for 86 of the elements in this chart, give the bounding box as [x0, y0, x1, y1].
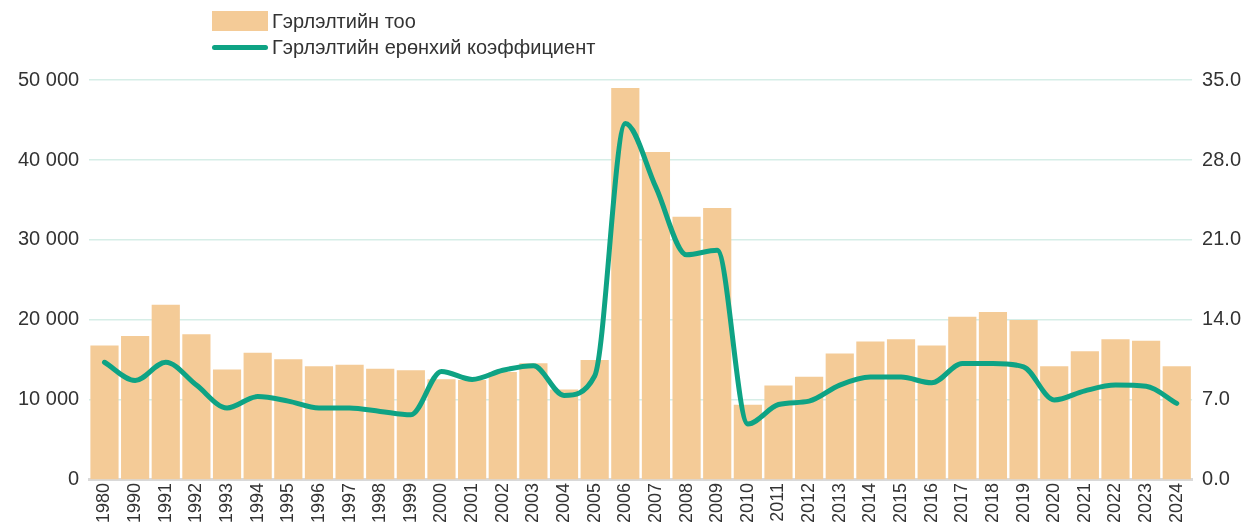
x-tick-label: 2011	[767, 482, 788, 522]
bar	[641, 151, 671, 480]
bar	[488, 371, 517, 480]
y-tick-label: 40 000	[18, 147, 80, 170]
x-tick-label: 2003	[522, 482, 543, 523]
x-tick-label: 2013	[828, 482, 849, 523]
bar	[1040, 366, 1069, 480]
bar	[366, 368, 395, 480]
bar	[121, 335, 150, 480]
x-tick-label: 1994	[246, 482, 267, 523]
x-tick-label: 1998	[369, 482, 390, 523]
bar	[90, 345, 119, 480]
x-tick-label: 1996	[307, 482, 328, 523]
bar	[764, 385, 793, 480]
bar	[580, 359, 609, 480]
y2-tick-label: 14.0	[1202, 307, 1242, 330]
bar	[672, 216, 701, 480]
x-tick-label: 2019	[1012, 482, 1033, 523]
x-tick-label: 2018	[981, 482, 1002, 523]
y-tick-label: 20 000	[18, 307, 80, 330]
bar	[1132, 340, 1161, 480]
x-tick-label: 2002	[491, 482, 512, 523]
y-tick-label: 30 000	[18, 227, 80, 250]
bar	[212, 369, 242, 480]
bar	[549, 389, 579, 480]
x-tick-label: 2017	[951, 482, 972, 523]
bar	[427, 379, 456, 480]
bar	[182, 334, 211, 480]
x-tick-label: 1990	[124, 482, 145, 523]
x-tick-label: 2014	[859, 482, 880, 523]
bar	[274, 359, 303, 480]
y-tick-label: 0	[68, 467, 80, 490]
x-tick-label: 2007	[644, 482, 665, 523]
bar	[1162, 366, 1191, 480]
bar	[856, 341, 885, 480]
x-tick-label: 2008	[675, 482, 696, 523]
x-tick-label: 1993	[216, 482, 236, 523]
bar	[886, 339, 916, 480]
bar	[1070, 351, 1099, 480]
bar	[703, 207, 732, 480]
y2-tick-label: 35.0	[1202, 67, 1242, 90]
y-tick-label: 10 000	[18, 387, 80, 410]
legend-label: Гэрлэлтийн ерөнхий коэффициент	[272, 35, 596, 60]
x-tick-label: 2022	[1104, 482, 1125, 523]
x-tick-label: 2009	[706, 482, 727, 523]
x-tick-label: 2020	[1043, 482, 1064, 523]
y2-tick-label: 21.0	[1202, 227, 1242, 250]
x-tick-label: 2004	[553, 482, 573, 523]
x-tick-label: 2021	[1073, 482, 1094, 523]
legend-label: Гэрлэлтийн тоо	[272, 9, 416, 34]
bar	[795, 376, 824, 480]
bar	[948, 316, 977, 480]
y2-tick-label: 7.0	[1202, 387, 1230, 410]
x-tick-label: 1999	[399, 482, 420, 523]
x-tick-label: 2005	[583, 482, 604, 523]
bar	[733, 404, 762, 480]
bar	[978, 311, 1008, 480]
x-tick-label: 1980	[93, 482, 114, 523]
bar	[825, 353, 854, 480]
y2-tick-label: 28.0	[1202, 147, 1242, 170]
x-tick-label: 2006	[614, 482, 635, 523]
x-tick-label: 1992	[185, 482, 206, 523]
x-tick-label: 2010	[736, 482, 757, 523]
x-tick-label: 2000	[430, 482, 451, 523]
bar	[151, 304, 180, 480]
bar	[519, 363, 548, 480]
x-tick-label: 1991	[154, 482, 175, 523]
bar	[458, 379, 487, 480]
x-tick-label: 2012	[798, 482, 819, 523]
x-tick-label: 1995	[277, 482, 298, 523]
bar	[1009, 319, 1038, 480]
bar	[611, 88, 640, 480]
x-tick-label: 2016	[920, 482, 941, 523]
bar	[917, 345, 946, 480]
bar	[304, 366, 334, 480]
bar	[1101, 339, 1130, 480]
x-tick-label: 2024	[1165, 482, 1186, 523]
x-tick-label: 1997	[338, 482, 359, 523]
y-tick-label: 50 000	[18, 67, 80, 90]
bar	[243, 352, 272, 480]
y2-tick-label: 0.0	[1202, 467, 1230, 490]
bar	[335, 364, 364, 480]
x-tick-label: 2001	[461, 482, 482, 523]
x-tick-label: 2015	[890, 482, 910, 523]
x-tick-label: 2023	[1135, 482, 1156, 523]
bar	[396, 370, 425, 480]
